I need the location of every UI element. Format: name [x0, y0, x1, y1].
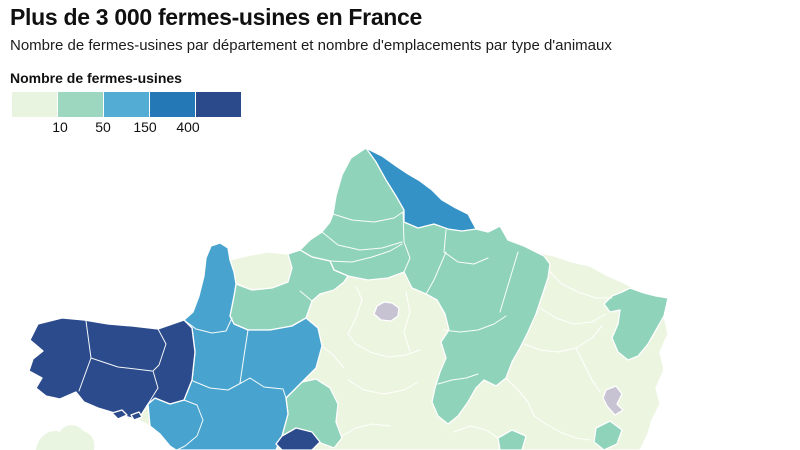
map-region-nord: Nord [365, 147, 477, 232]
legend-swatch-4 [150, 92, 195, 117]
departement-border-line-11 [402, 211, 411, 273]
departement-border-line-27 [523, 325, 603, 353]
legend-title: Nombre de fermes-usines [10, 70, 182, 86]
departement-border-line-16 [442, 315, 507, 333]
page-title: Plus de 3 000 fermes-usines en France [10, 4, 423, 30]
departement-border-line-21 [347, 333, 421, 358]
departement-border-line-17 [437, 373, 479, 385]
departement-border-line-30 [453, 425, 499, 439]
departement-border-line-4 [183, 317, 233, 334]
legend-tick-50: 50 [95, 119, 111, 135]
departement-border-line-12 [425, 251, 447, 295]
legend-swatch-5 [196, 92, 241, 117]
legend-swatch-1 [12, 92, 57, 117]
departement-border-line-10 [329, 243, 403, 263]
departement-border-line-14 [443, 251, 489, 265]
legend-tick-labels: 10 50 150 400 [12, 119, 252, 137]
map-region-bas_rhin: Bas-Rhin [603, 287, 669, 361]
departement-border-line-19 [347, 285, 363, 335]
departement-border-line-13 [443, 229, 447, 253]
legend-tick-10: 10 [52, 119, 68, 135]
legend-color-bar [12, 92, 241, 117]
legend-tick-400: 400 [176, 119, 200, 135]
map-region-nievre_edge: Nièvre (bord) [497, 429, 527, 450]
map-region-deux_sevres: Deux-Sèvres (bord) [275, 427, 321, 450]
departement-border-line-24 [341, 423, 391, 437]
departement-border-line-28 [505, 377, 535, 417]
decorative-blob [36, 425, 95, 450]
departement-border-line-3 [147, 370, 159, 405]
departement-border-line-5 [239, 329, 249, 384]
map-region-doubs_edge: Doubs (bord) [593, 420, 623, 450]
legend-swatch-3 [104, 92, 149, 117]
departement-border-line-23 [347, 379, 419, 395]
map-region-paris: Paris et petite couronne [373, 301, 400, 322]
departement-border-line-1 [90, 357, 153, 372]
departement-border-line-18 [299, 290, 313, 302]
departement-border-line-9 [321, 231, 403, 251]
legend-swatch-2 [58, 92, 103, 117]
departement-border-line-31 [533, 415, 591, 441]
departement-border-line-26 [539, 307, 607, 325]
departement-border-line-8 [332, 211, 404, 223]
departement-border-line-7 [176, 399, 204, 450]
map-region-belfort: Territoire de Belfort [602, 385, 624, 416]
departement-border-line-20 [403, 291, 411, 353]
departement-border-line-15 [499, 251, 519, 313]
departement-border-line-6 [192, 377, 287, 399]
page-subtitle: Nombre de fermes-usines par département … [10, 37, 612, 54]
departement-border-line-2 [152, 328, 167, 372]
map-region-island_2: Île bretonne [130, 411, 143, 421]
departement-border-line-25 [549, 271, 613, 299]
legend-tick-150: 150 [133, 119, 157, 135]
departement-border-line-29 [575, 347, 601, 393]
departement-border-line-22 [321, 345, 345, 369]
map-region-island_1: Île bretonne [111, 409, 128, 420]
